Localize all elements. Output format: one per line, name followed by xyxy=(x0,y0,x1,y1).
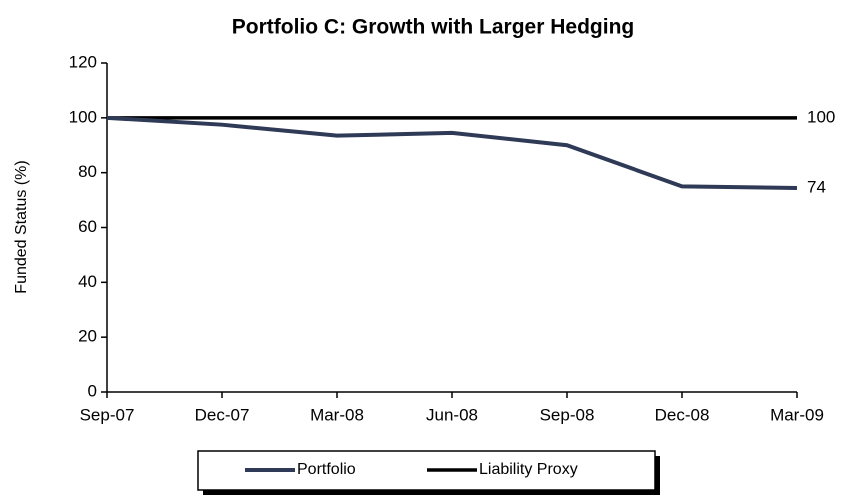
x-tick-label: Mar-09 xyxy=(770,405,824,424)
y-tick-label: 120 xyxy=(69,52,97,71)
y-tick-label: 40 xyxy=(78,272,97,291)
data-label: 100 xyxy=(807,107,835,126)
y-tick-label: 60 xyxy=(78,217,97,236)
x-tick-label: Dec-07 xyxy=(195,405,250,424)
chart-title: Portfolio C: Growth with Larger Hedging xyxy=(232,16,634,39)
x-tick-label: Sep-07 xyxy=(80,405,135,424)
y-tick-label: 80 xyxy=(78,162,97,181)
y-axis-label: Funded Status (%) xyxy=(13,160,30,293)
x-tick-label: Dec-08 xyxy=(655,405,710,424)
data-label: 74 xyxy=(807,178,826,197)
y-tick-label: 100 xyxy=(69,107,97,126)
y-tick-label: 0 xyxy=(88,381,97,400)
legend-label: Portfolio xyxy=(297,461,356,478)
x-tick-label: Mar-08 xyxy=(310,405,364,424)
y-tick-label: 20 xyxy=(78,327,97,346)
x-tick-label: Jun-08 xyxy=(426,405,478,424)
x-tick-label: Sep-08 xyxy=(540,405,595,424)
series-line xyxy=(106,115,798,191)
legend-label: Liability Proxy xyxy=(479,461,578,478)
